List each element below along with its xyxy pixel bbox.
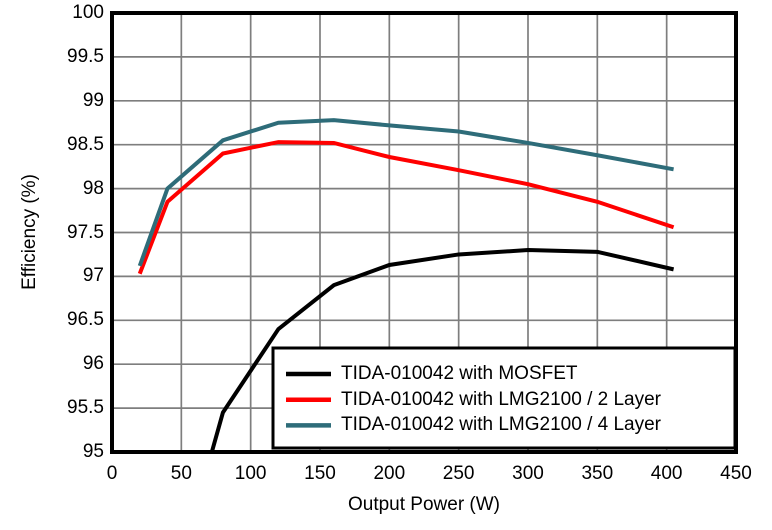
y-tick-label: 96 xyxy=(82,353,104,375)
x-tick-label: 50 xyxy=(170,463,192,484)
y-tick-label: 97 xyxy=(82,265,104,287)
x-tick-label: 250 xyxy=(442,463,475,484)
series-line-1 xyxy=(137,140,675,275)
legend-item-label: TIDA-010042 with LMG2100 / 2 Layer xyxy=(341,388,662,410)
y-tick-label: 99 xyxy=(82,89,104,111)
y-tick-label: 96.5 xyxy=(67,309,104,331)
x-tick-label: 200 xyxy=(373,463,406,484)
y-tick-label: 98.5 xyxy=(67,133,104,155)
y-tick-label: 95.5 xyxy=(67,397,104,419)
x-tick-label: 400 xyxy=(650,463,683,484)
legend-item-label: TIDA-010042 with LMG2100 / 4 Layer xyxy=(341,414,662,436)
legend-box xyxy=(271,346,737,450)
series-line-2 xyxy=(137,118,674,267)
x-tick-label: 350 xyxy=(581,463,614,484)
y-tick-label: 95 xyxy=(82,441,104,462)
y-tick-label: 100 xyxy=(72,2,104,23)
x-tick-label: 450 xyxy=(720,463,752,484)
x-tick-label: 0 xyxy=(106,463,118,484)
x-tick-label: 150 xyxy=(304,463,336,484)
y-tick-label: 98 xyxy=(82,177,104,199)
x-axis-title: Output Power (W) xyxy=(347,494,501,515)
y-tick-label: 99.5 xyxy=(67,45,104,67)
x-tick-label: 300 xyxy=(512,463,544,484)
series-line-0 xyxy=(209,248,675,453)
x-tick-label: 100 xyxy=(234,463,267,484)
y-tick-label: 97.5 xyxy=(67,221,104,243)
legend-item-label: TIDA-010042 with MOSFET xyxy=(341,363,578,384)
plot-frame xyxy=(110,11,738,454)
